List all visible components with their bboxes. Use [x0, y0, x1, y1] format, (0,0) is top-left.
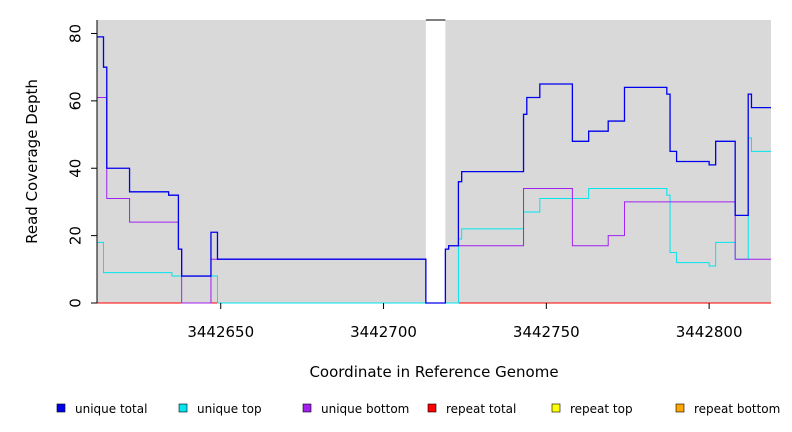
y-tick-label: 60 — [66, 91, 84, 110]
coverage-gap — [425, 20, 446, 303]
legend-swatch-repeat-total — [427, 403, 437, 413]
legend-label-unique-bottom: unique bottom — [321, 402, 409, 416]
legend-label-unique-top: unique top — [197, 402, 262, 416]
legend-label-repeat-bottom: repeat bottom — [694, 402, 780, 416]
legend-label-repeat-total: repeat total — [446, 402, 516, 416]
legend-swatch-unique-total — [56, 403, 66, 413]
legend-swatch-unique-bottom — [302, 403, 312, 413]
series-line-unique-total — [97, 36, 771, 304]
y-tick-label: 80 — [66, 24, 84, 43]
legend-swatch-repeat-top — [551, 403, 561, 413]
x-tick-label: 3442800 — [676, 323, 743, 341]
axes: 0 20 40 60 80 3442650 3442700 3442750 3442800 — [66, 20, 743, 341]
x-axis-title: Coordinate in Reference Genome — [309, 363, 558, 381]
x-tick-label: 3442750 — [513, 323, 580, 341]
legend-swatch-unique-top — [178, 403, 188, 413]
y-tick-label: 20 — [66, 226, 84, 245]
y-axis-title: Read Coverage Depth — [23, 79, 41, 244]
legend-label-unique-total: unique total — [75, 402, 147, 416]
y-tick-label: 0 — [66, 298, 84, 308]
y-tick-label: 40 — [66, 159, 84, 178]
plot-background — [97, 19, 771, 303]
legend-swatch-repeat-bottom — [675, 403, 685, 413]
x-tick-label: 3442700 — [350, 323, 417, 341]
legend-label-repeat-top: repeat top — [570, 402, 633, 416]
legend: unique total unique top unique bottom repea… — [56, 402, 780, 416]
x-tick-label: 3442650 — [187, 323, 254, 341]
series-layer — [97, 36, 771, 304]
